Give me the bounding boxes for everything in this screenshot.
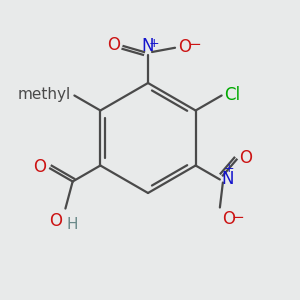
Text: H: H (66, 217, 78, 232)
Text: Cl: Cl (225, 85, 241, 103)
Text: +: + (224, 161, 234, 175)
Text: O: O (240, 148, 253, 166)
Text: O: O (33, 158, 46, 176)
Text: −: − (232, 211, 244, 226)
Text: N: N (142, 37, 154, 55)
Text: O: O (108, 36, 121, 54)
Text: N: N (221, 170, 233, 188)
Text: O: O (178, 38, 191, 56)
Text: O: O (50, 212, 62, 230)
Text: O: O (222, 211, 235, 229)
Text: −: − (188, 37, 201, 52)
Text: +: + (149, 37, 159, 50)
Text: methyl: methyl (17, 87, 70, 102)
